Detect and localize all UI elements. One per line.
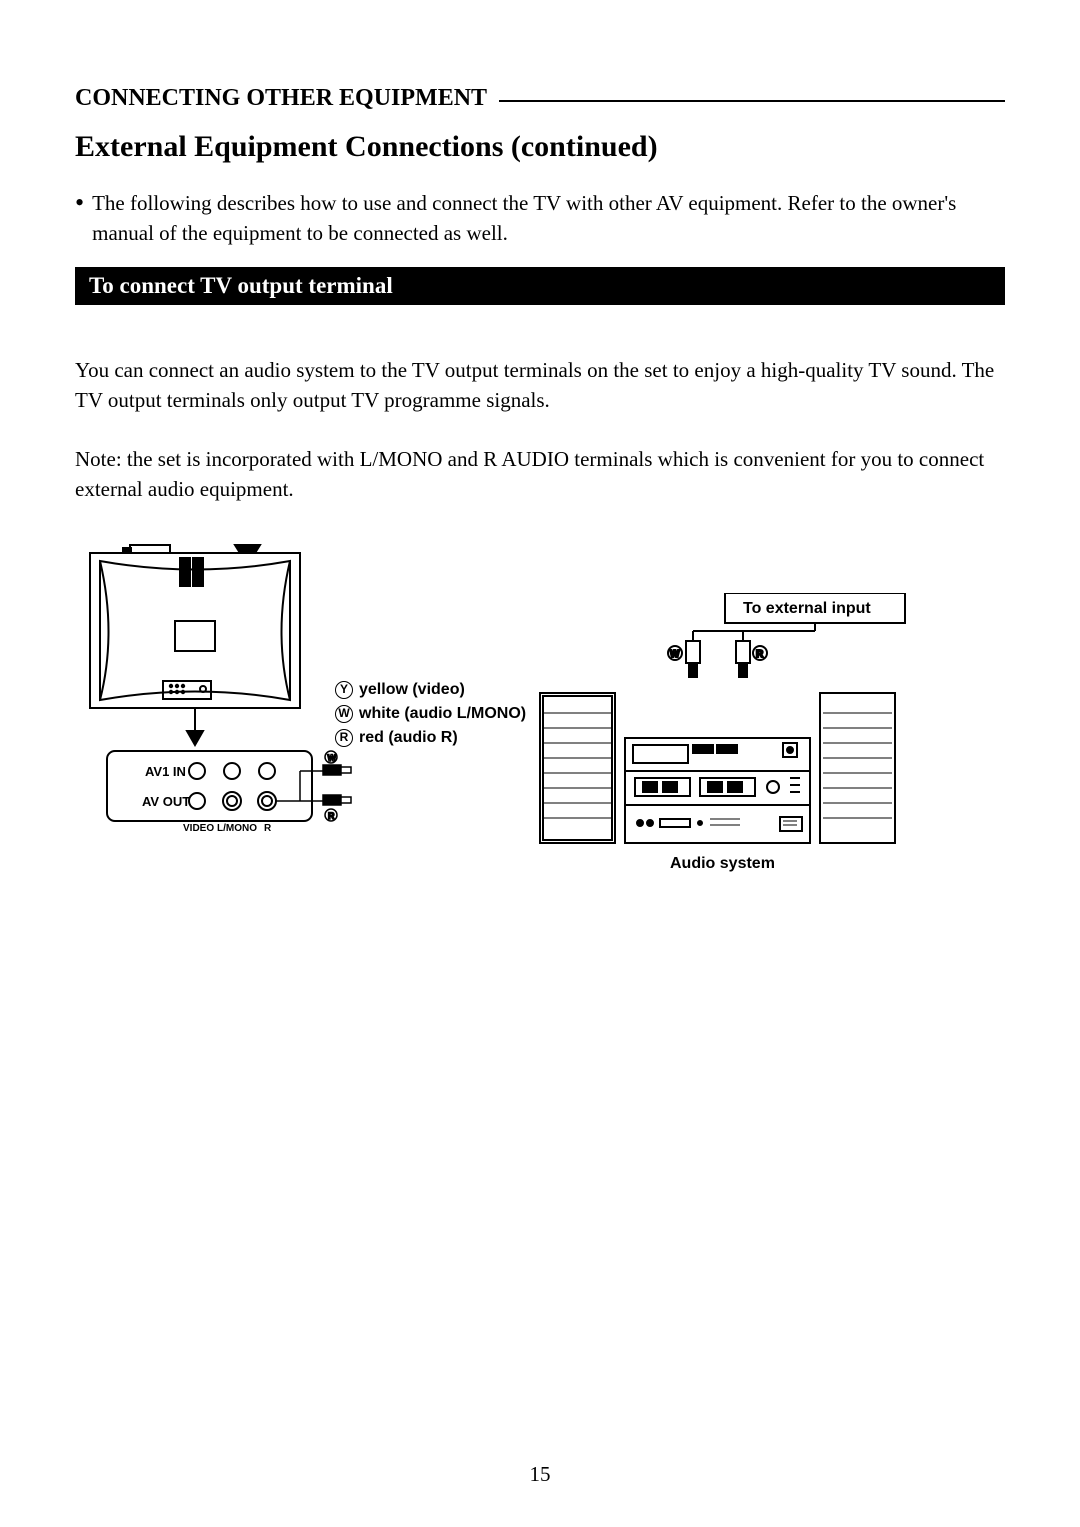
- legend-white-label: white (audio L/MONO): [359, 702, 526, 726]
- legend-red-label: red (audio R): [359, 726, 458, 750]
- svg-text:W: W: [328, 753, 337, 763]
- header-rule: [499, 100, 1005, 102]
- section-bar: To connect TV output terminal: [75, 267, 1005, 305]
- svg-text:R: R: [328, 811, 335, 821]
- external-input-label: To external input: [743, 600, 871, 617]
- paragraph-1: You can connect an audio system to the T…: [75, 355, 1005, 416]
- circled-w-icon: W: [335, 705, 353, 723]
- paragraph-2: Note: the set is incorporated with L/MON…: [75, 444, 1005, 505]
- legend-red: R red (audio R): [335, 726, 526, 750]
- circled-y-icon: Y: [335, 681, 353, 699]
- lmono-label: L/MONO: [217, 823, 257, 834]
- r-label: R: [264, 823, 272, 834]
- legend-white: W white (audio L/MONO): [335, 702, 526, 726]
- svg-text:W: W: [670, 649, 680, 660]
- page-number: 15: [0, 1462, 1080, 1487]
- diagram-area: AV1 IN AV OUT VIDEO L/MONO R W: [75, 533, 1005, 913]
- legend-yellow-label: yellow (video): [359, 678, 465, 702]
- intro-bullet: • The following describes how to use and…: [75, 188, 1005, 249]
- page: CONNECTING OTHER EQUIPMENT External Equi…: [0, 0, 1080, 1527]
- video-label: VIDEO: [183, 823, 214, 834]
- av-out-label: AV OUT: [142, 794, 190, 809]
- audio-system-diagram: To external input W R: [525, 593, 945, 883]
- audio-system-label: Audio system: [670, 855, 775, 872]
- header-row: CONNECTING OTHER EQUIPMENT: [75, 85, 1005, 112]
- bullet-text: The following describes how to use and c…: [92, 188, 1005, 249]
- circled-r-icon: R: [335, 729, 353, 747]
- page-subtitle: External Equipment Connections (continue…: [75, 130, 1005, 164]
- cable-legend: Y yellow (video) W white (audio L/MONO) …: [335, 678, 526, 750]
- bullet-icon: •: [75, 190, 84, 216]
- svg-text:R: R: [756, 649, 764, 660]
- tv-diagram: AV1 IN AV OUT VIDEO L/MONO R W: [75, 533, 375, 863]
- legend-yellow: Y yellow (video): [335, 678, 526, 702]
- av1-in-label: AV1 IN: [145, 764, 186, 779]
- section-heading: CONNECTING OTHER EQUIPMENT: [75, 85, 487, 112]
